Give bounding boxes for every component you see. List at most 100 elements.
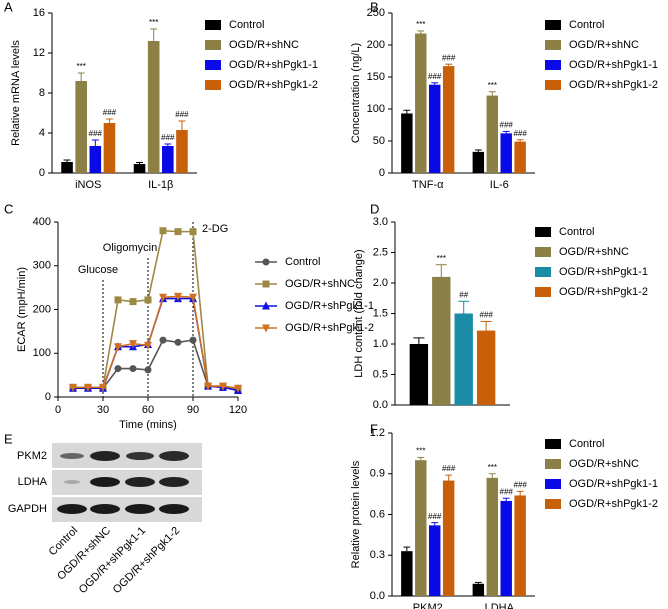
marker	[262, 258, 270, 266]
legend-swatch	[535, 267, 551, 277]
blot-row-label: GAPDH	[8, 503, 47, 515]
y-tick-label: 0.5	[373, 368, 388, 380]
event-label: 2-DG	[202, 223, 228, 235]
x-tick-label: iNOS	[75, 179, 101, 191]
significance-label: ###	[161, 133, 175, 142]
y-tick-label: 0.9	[370, 468, 385, 480]
marker	[189, 293, 197, 302]
legend-label: OGD/R+shNC	[285, 278, 355, 290]
legend-swatch	[205, 40, 221, 50]
bar	[429, 525, 441, 596]
error-bar	[63, 159, 71, 162]
bar	[89, 146, 102, 173]
error-bar	[136, 162, 144, 164]
band	[90, 504, 120, 514]
blot-panel: E PKM2 LDHA GAPDH Control OGD/R+shNC OGD…	[4, 431, 202, 596]
bar	[514, 495, 526, 596]
event-label: Oligomycin	[103, 242, 157, 254]
significance-label: ###	[513, 481, 527, 490]
legend-label: OGD/R+shNC	[569, 458, 639, 470]
legend-swatch	[535, 287, 551, 297]
legend-swatch	[545, 40, 561, 50]
legend-label: OGD/R+shPgk1-2	[285, 322, 374, 334]
bar	[514, 141, 526, 173]
x-tick-label: 0	[55, 404, 61, 416]
x-tick-label: TNF-α	[412, 179, 444, 191]
significance-label: ###	[175, 110, 189, 119]
error-bar	[480, 320, 492, 331]
panel-label: F	[370, 421, 378, 436]
bar	[133, 164, 146, 173]
error-bar	[77, 72, 85, 81]
bar	[429, 84, 441, 173]
chart-panel: A 0 4 8 12 16 Relative mRNA levels iNOS *** ### ##…	[4, 0, 318, 191]
significance-label: ###	[89, 129, 103, 138]
legend-swatch	[545, 60, 561, 70]
marker	[84, 383, 92, 392]
legend-label: OGD/R+shPgk1-1	[559, 266, 648, 278]
legend-label: OGD/R+shPgk1-2	[569, 79, 658, 91]
error-bar	[488, 473, 496, 478]
y-tick-label: 1.0	[373, 338, 388, 350]
blot-row-label: LDHA	[18, 476, 48, 488]
y-axis-label: Relative mRNA levels	[10, 40, 22, 146]
y-tick-label: 4	[39, 127, 45, 139]
y-tick-label: 200	[33, 303, 51, 315]
bar	[472, 151, 485, 173]
chart-panel: F 0.0 0.3 0.6 0.9 1.2 Relative protein levels P…	[350, 421, 658, 609]
bar	[415, 33, 427, 174]
error-bar	[150, 28, 158, 41]
bar	[401, 551, 413, 596]
bar	[454, 313, 473, 405]
band	[125, 504, 155, 514]
significance-label: ***	[77, 62, 86, 71]
marker	[114, 296, 122, 304]
error-bar	[413, 337, 425, 344]
bar	[432, 276, 451, 405]
legend-label: OGD/R+shPgk1-1	[229, 59, 318, 71]
error-bar	[516, 490, 524, 496]
error-bar	[435, 264, 447, 277]
series-line	[73, 339, 239, 390]
error-bar	[403, 109, 411, 114]
y-tick-label: 0.0	[370, 590, 385, 602]
band	[126, 452, 154, 460]
band	[159, 477, 189, 487]
series-line	[73, 295, 239, 390]
chart-panel: B 0 50 100 150 200 250 Concentration (ng/L) TNF-…	[350, 0, 658, 191]
error-bar	[516, 139, 524, 142]
legend-label: OGD/R+shPgk1-1	[569, 59, 658, 71]
marker	[129, 298, 137, 306]
bar	[103, 123, 116, 173]
error-bar	[502, 497, 510, 501]
x-tick-label: 90	[187, 404, 199, 416]
bar	[147, 41, 160, 173]
legend-label: OGD/R+shPgk1-1	[569, 478, 658, 490]
bar	[415, 460, 427, 596]
significance-label: ###	[479, 311, 493, 320]
legend-swatch	[545, 20, 561, 30]
marker	[262, 301, 270, 310]
y-tick-label: 0.0	[373, 399, 388, 411]
marker	[262, 280, 270, 288]
legend-label: Control	[559, 226, 594, 238]
series-line	[73, 297, 239, 392]
legend-swatch	[205, 80, 221, 90]
marker	[204, 382, 212, 391]
y-tick-label: 1.2	[370, 427, 385, 439]
marker	[114, 343, 122, 352]
marker	[69, 383, 77, 392]
x-tick-label: 30	[97, 404, 109, 416]
chart-panel: C 0 100 200 300 400 ECAR (mpH/min) 0 30 60 90 120 Ti…	[4, 201, 374, 430]
bar	[409, 344, 429, 405]
y-tick-label: 0.6	[370, 508, 385, 520]
panel-label: B	[370, 0, 379, 14]
error-bar	[458, 300, 470, 314]
y-tick-label: 0	[45, 391, 51, 403]
significance-label: ***	[416, 447, 425, 456]
band	[159, 451, 189, 461]
marker	[174, 228, 182, 236]
legend-swatch	[545, 80, 561, 90]
legend-swatch	[535, 247, 551, 257]
